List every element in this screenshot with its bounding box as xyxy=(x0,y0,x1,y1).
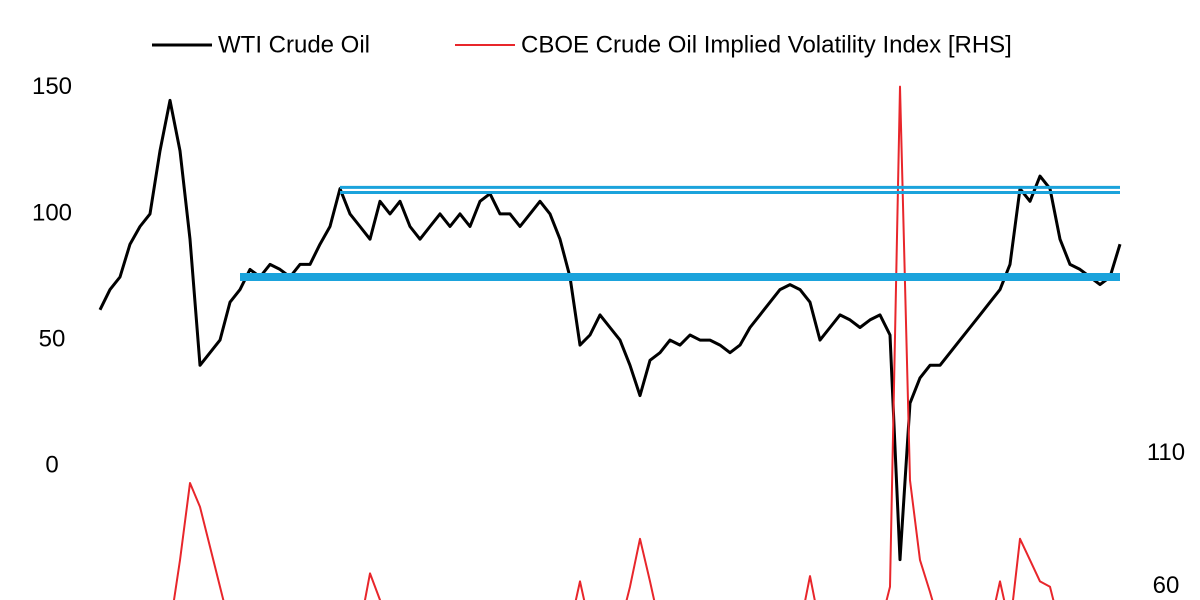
y-tick-label: 100 xyxy=(32,199,72,226)
legend-label: WTI Crude Oil xyxy=(218,31,370,58)
y-tick-label: 150 xyxy=(32,73,72,100)
series-line xyxy=(98,98,1122,562)
plot-area xyxy=(98,85,1122,600)
y-tick-label: 50 xyxy=(39,325,66,352)
legend: WTI Crude Oil CBOE Crude Oil Implied Vola… xyxy=(152,31,1012,58)
y-tick-label: 0 xyxy=(45,452,58,479)
y2-tick-label: 60 xyxy=(1153,572,1180,599)
series-line xyxy=(172,85,1055,600)
y2-tick-label: 110 xyxy=(1147,439,1185,466)
legend-label: CBOE Crude Oil Implied Volatility Index … xyxy=(521,31,1012,58)
